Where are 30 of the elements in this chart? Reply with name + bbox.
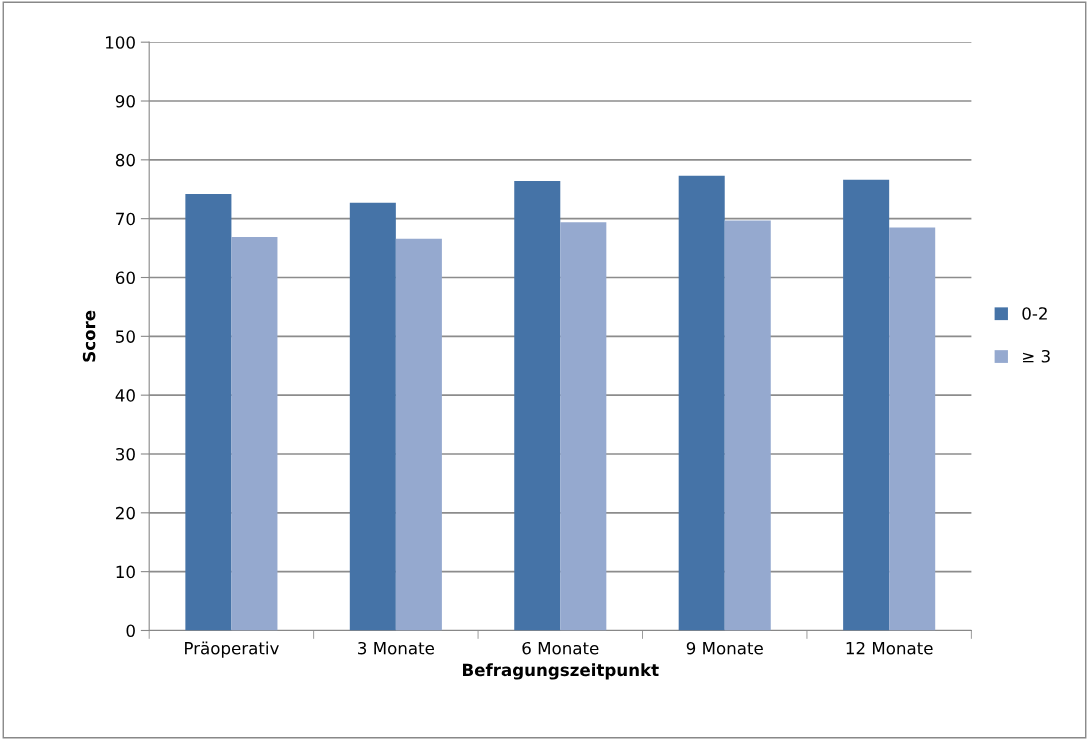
x-tick-label: 6 Monate xyxy=(522,641,599,655)
bar xyxy=(889,227,936,631)
x-tick-label: 12 Monate xyxy=(846,641,933,655)
y-tick-label: 90 xyxy=(115,94,135,108)
y-tick-label: 40 xyxy=(115,389,135,402)
x-tick-label: 9 Monate xyxy=(686,641,763,655)
legend-label: 0-2 xyxy=(1022,307,1047,320)
bar xyxy=(231,236,278,631)
y-tick-label: 60 xyxy=(115,271,135,285)
bar xyxy=(185,193,232,631)
y-tick-label: 20 xyxy=(116,506,135,520)
bar xyxy=(724,220,771,631)
y-tick-label: 10 xyxy=(116,565,135,579)
x-tick-label: Präoperativ xyxy=(185,641,279,658)
x-axis-title: Befragungszeitpunkt xyxy=(463,663,659,680)
bar xyxy=(349,202,396,631)
bar xyxy=(514,181,561,631)
x-tick-label: 3 Monate xyxy=(358,641,434,655)
y-axis-title: Score xyxy=(82,310,96,362)
bar xyxy=(843,179,890,631)
bar xyxy=(560,222,607,631)
y-tick-label: 0 xyxy=(126,624,135,638)
y-tick-label: 100 xyxy=(106,36,135,49)
y-tick-label: 50 xyxy=(116,330,135,343)
y-tick-label: 80 xyxy=(115,153,135,167)
legend-label: ≥ 3 xyxy=(1023,349,1050,363)
y-tick-label: 70 xyxy=(116,212,135,226)
bar xyxy=(395,238,442,631)
y-tick-label: 30 xyxy=(116,447,135,461)
bar xyxy=(678,175,725,631)
